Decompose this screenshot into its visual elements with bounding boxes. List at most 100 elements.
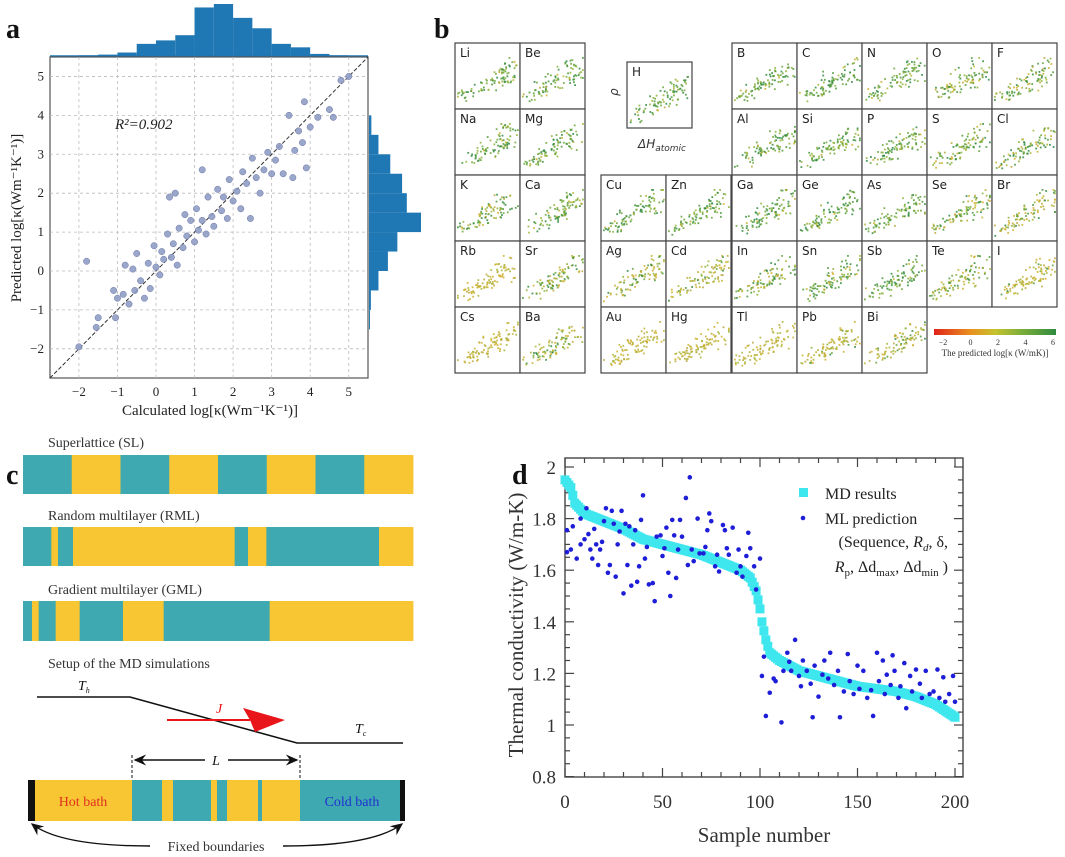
data-point <box>847 330 849 332</box>
data-point <box>847 193 850 196</box>
data-point <box>680 225 683 228</box>
data-point <box>505 126 508 129</box>
data-point <box>913 265 915 268</box>
data-point <box>474 154 477 156</box>
data-point <box>787 63 789 66</box>
data-point <box>493 343 496 346</box>
element-symbol: In <box>737 244 748 258</box>
data-point <box>1023 205 1026 208</box>
data-point <box>807 354 809 357</box>
data-point <box>964 84 967 86</box>
data-point <box>940 288 943 291</box>
data-point <box>1007 284 1010 287</box>
data-point <box>768 275 770 278</box>
ml-prediction-point <box>786 659 792 665</box>
data-point <box>1007 158 1009 161</box>
x-axis-label-a: Calculated log[κ(Wm⁻¹K⁻¹)] <box>122 403 298 419</box>
data-point <box>705 343 708 346</box>
data-point <box>911 267 914 269</box>
data-point <box>969 81 972 84</box>
data-point <box>472 222 475 225</box>
data-point <box>555 79 558 82</box>
data-point <box>654 104 656 107</box>
scatter-point <box>166 193 173 201</box>
data-point <box>789 272 792 274</box>
ml-prediction-point <box>757 556 763 561</box>
data-point <box>661 200 664 203</box>
data-point <box>497 347 500 350</box>
data-point <box>1015 280 1018 283</box>
data-point <box>582 189 584 191</box>
data-point <box>470 90 472 92</box>
data-point <box>506 322 509 325</box>
data-point <box>560 199 563 202</box>
data-point <box>499 275 501 278</box>
data-point <box>645 194 648 197</box>
data-point <box>753 218 756 221</box>
data-point <box>1044 199 1046 202</box>
scatter-point <box>140 294 148 302</box>
ml-prediction-point <box>827 650 833 656</box>
data-point <box>628 216 631 219</box>
data-point <box>776 344 779 346</box>
ml-prediction-point <box>868 687 874 693</box>
data-point <box>642 274 645 277</box>
data-point <box>644 275 646 278</box>
data-point <box>582 69 584 72</box>
data-point <box>844 65 846 68</box>
data-point <box>554 81 557 84</box>
data-point <box>533 158 536 161</box>
data-point <box>778 76 781 79</box>
data-point <box>773 88 776 91</box>
data-point <box>781 321 784 323</box>
data-point <box>544 90 547 93</box>
data-point <box>1001 96 1003 99</box>
data-point <box>894 350 897 353</box>
data-point <box>485 82 488 85</box>
data-point <box>500 269 503 272</box>
data-point <box>688 215 691 218</box>
data-point <box>741 230 744 232</box>
data-point <box>890 151 893 154</box>
data-point <box>1052 146 1055 148</box>
data-point <box>718 266 721 269</box>
data-point <box>558 275 561 278</box>
data-point <box>924 321 926 324</box>
data-point <box>1001 92 1004 95</box>
data-point <box>768 83 771 86</box>
element-symbol: F <box>997 46 1004 60</box>
data-point <box>814 159 816 162</box>
ml-prediction-point <box>658 533 663 538</box>
data-point <box>517 129 519 131</box>
data-point <box>716 265 719 267</box>
data-point <box>497 150 500 152</box>
data-point <box>673 91 675 94</box>
data-point <box>482 335 485 338</box>
data-point <box>532 158 535 161</box>
data-point <box>499 206 502 209</box>
data-point <box>801 229 804 232</box>
data-point <box>843 73 846 76</box>
data-point <box>760 218 763 221</box>
data-point <box>467 91 469 94</box>
data-point <box>644 107 647 110</box>
data-point <box>749 358 752 361</box>
data-point <box>497 144 499 147</box>
data-point <box>893 215 896 218</box>
element-cell-pb: Pb <box>796 306 863 374</box>
data-point <box>663 339 665 342</box>
data-point <box>1044 134 1047 137</box>
data-point <box>853 58 856 61</box>
data-point <box>841 78 844 81</box>
data-point <box>620 353 623 356</box>
data-point <box>569 135 572 137</box>
ml-prediction-point <box>590 556 595 561</box>
data-point <box>549 354 552 357</box>
data-point <box>831 83 833 85</box>
data-point <box>1037 78 1040 80</box>
data-point <box>554 152 556 155</box>
data-point <box>627 357 630 360</box>
data-point <box>496 207 499 210</box>
data-point <box>562 214 564 217</box>
data-point <box>483 278 486 281</box>
